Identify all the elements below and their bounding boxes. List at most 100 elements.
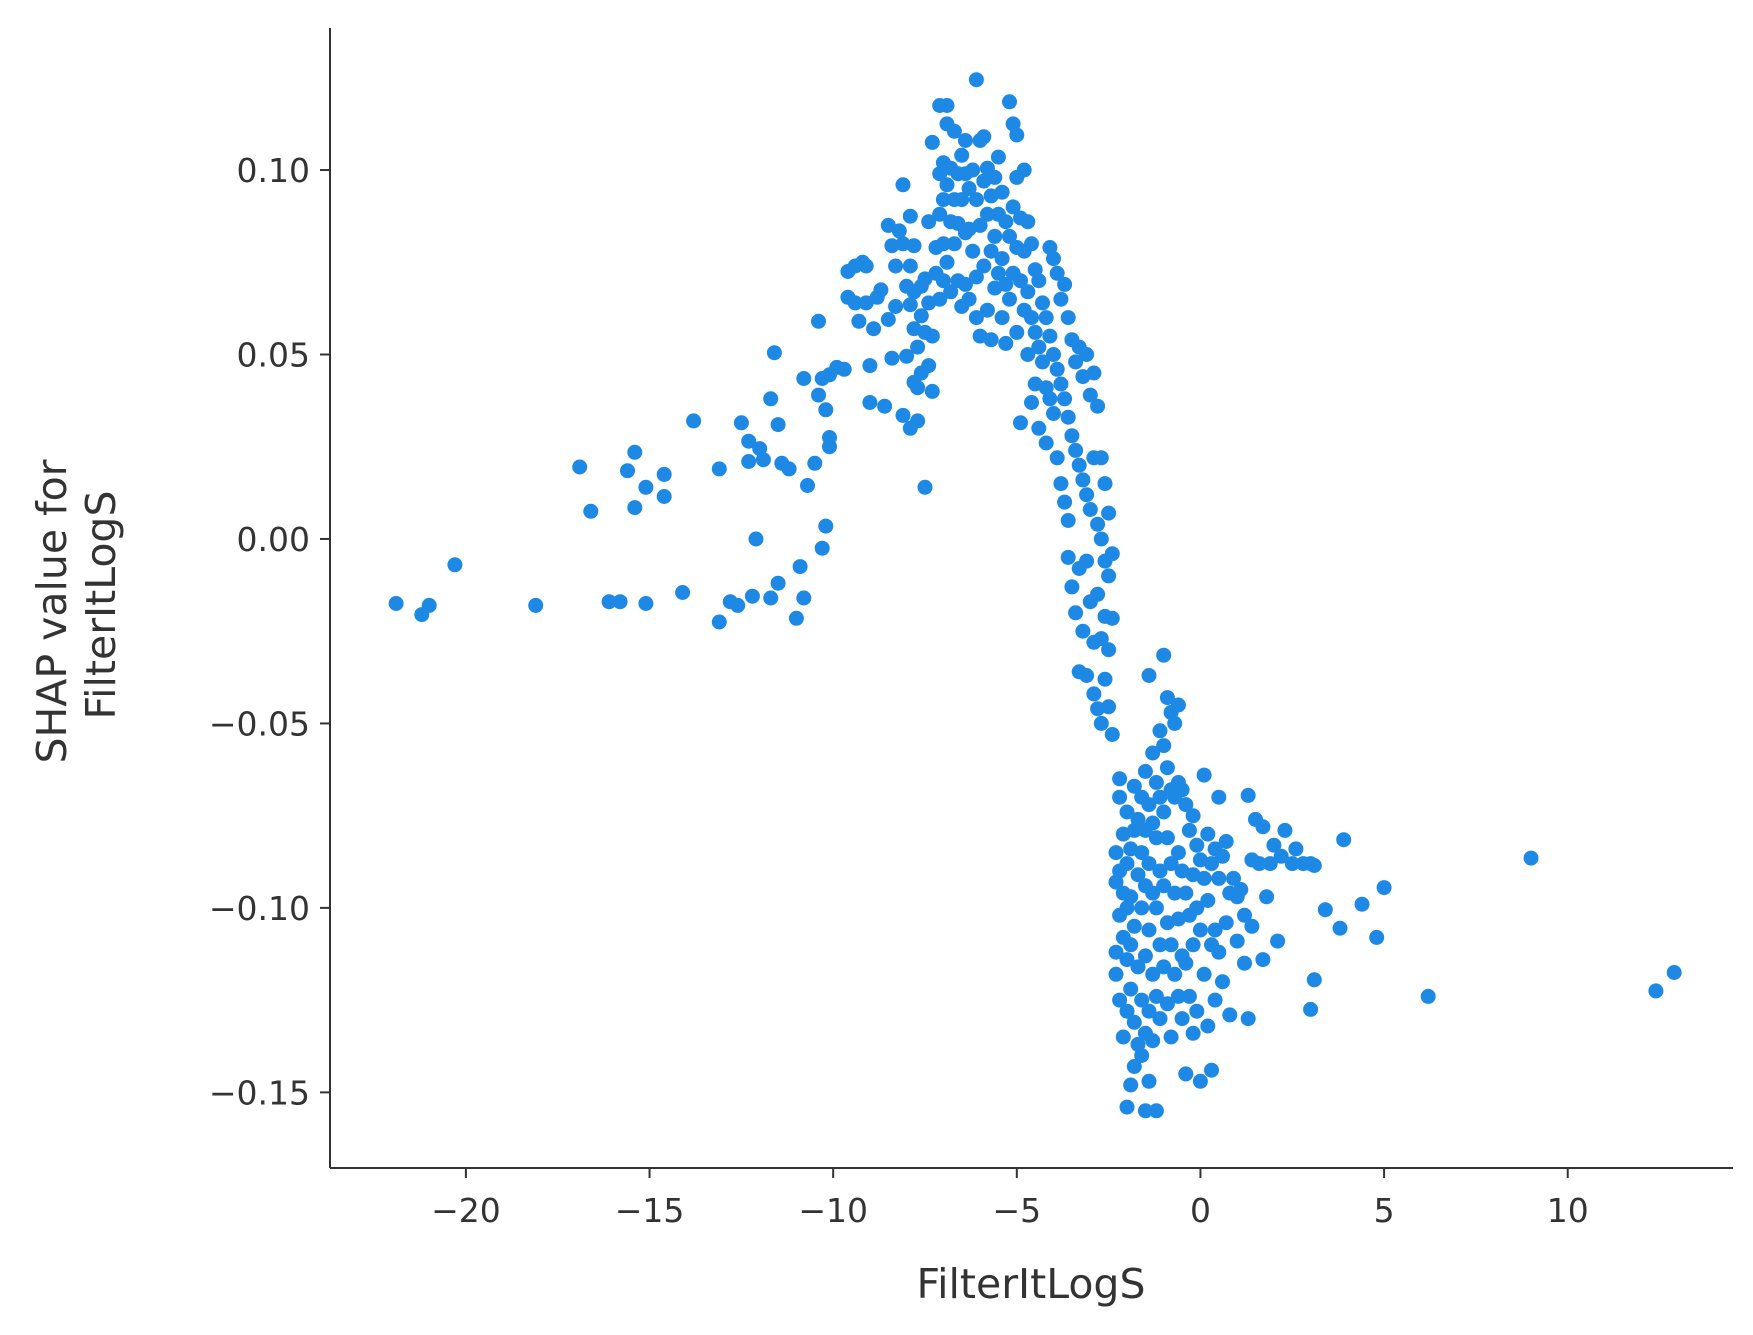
data-point: [1196, 767, 1212, 783]
data-point: [906, 238, 922, 254]
data-point: [1101, 568, 1117, 584]
data-point: [1145, 966, 1161, 982]
data-point: [1156, 647, 1172, 663]
data-point: [1097, 476, 1113, 492]
data-point: [983, 243, 999, 259]
data-point: [1101, 699, 1117, 715]
data-point: [1112, 992, 1128, 1008]
data-point: [811, 387, 826, 403]
data-point: [1200, 1018, 1216, 1034]
data-point: [1093, 450, 1109, 466]
data-point: [902, 258, 918, 274]
data-point: [976, 129, 992, 145]
data-point: [1035, 295, 1050, 311]
data-point: [656, 489, 672, 504]
data-point: [1049, 361, 1065, 377]
data-point: [939, 98, 955, 113]
data-point: [932, 206, 948, 222]
data-point: [1108, 966, 1124, 982]
data-point: [873, 282, 889, 298]
data-point: [788, 610, 804, 626]
data-point: [858, 258, 874, 274]
data-point: [1024, 395, 1039, 410]
data-point: [1137, 948, 1153, 964]
data-point: [1057, 494, 1073, 510]
data-point: [1211, 944, 1227, 960]
data-point: [1255, 952, 1271, 968]
data-point: [1211, 870, 1227, 886]
data-point: [1192, 1073, 1208, 1089]
data-point: [421, 597, 437, 613]
data-point: [1119, 1099, 1135, 1115]
data-point: [1244, 918, 1260, 934]
data-point: [968, 269, 984, 285]
x-tick-label: −10: [798, 1191, 868, 1230]
data-point: [921, 214, 937, 230]
data-point: [1152, 1011, 1168, 1027]
data-point: [1115, 1029, 1131, 1045]
data-point: [1192, 922, 1208, 938]
data-point: [1237, 907, 1252, 923]
data-point: [1079, 668, 1095, 683]
data-point: [1266, 837, 1282, 853]
data-point: [1163, 1029, 1179, 1045]
data-point: [877, 398, 893, 414]
data-point: [1259, 889, 1275, 905]
data-point: [895, 407, 911, 423]
data-point: [1306, 858, 1322, 873]
data-point: [895, 177, 911, 193]
data-point: [1196, 966, 1212, 982]
x-tick-label: 0: [1190, 1191, 1211, 1230]
data-point: [979, 206, 995, 222]
data-point: [1523, 850, 1539, 866]
data-point: [921, 358, 937, 374]
data-point: [862, 358, 878, 374]
data-point: [1123, 981, 1139, 997]
data-point: [1090, 586, 1106, 602]
data-point: [935, 236, 951, 252]
data-point: [620, 463, 635, 479]
data-point: [1141, 856, 1157, 872]
data-point: [1009, 127, 1025, 143]
data-point: [744, 588, 760, 604]
y-axis-ticks: 0.10 0.05 0.00 −0.05 −0.10 −0.15: [209, 151, 330, 1112]
data-point: [910, 339, 926, 355]
data-point: [1123, 889, 1139, 905]
data-point: [1148, 900, 1164, 916]
data-point: [1134, 1048, 1150, 1063]
data-point: [1211, 789, 1227, 805]
data-point: [1060, 310, 1076, 326]
data-point: [1134, 992, 1150, 1008]
data-point: [1046, 251, 1061, 267]
data-point: [1178, 797, 1194, 813]
data-point: [1200, 826, 1216, 842]
data-point: [1148, 775, 1164, 790]
data-point: [1009, 324, 1025, 340]
data-point: [1273, 848, 1289, 864]
data-point: [1167, 715, 1183, 731]
data-point: [1079, 553, 1095, 569]
data-point: [1204, 856, 1219, 872]
data-point: [998, 335, 1014, 351]
data-point: [1119, 856, 1135, 872]
data-point: [1152, 863, 1168, 879]
data-point: [1178, 885, 1194, 901]
data-point: [818, 402, 834, 418]
data-point: [741, 454, 757, 469]
data-point: [1240, 1011, 1256, 1027]
data-point: [957, 133, 973, 148]
data-point: [1137, 1103, 1153, 1119]
data-point: [976, 258, 992, 274]
data-point: [1354, 896, 1370, 912]
data-point: [1145, 815, 1161, 831]
data-point: [1101, 642, 1117, 658]
data-point: [1031, 420, 1047, 436]
data-point: [990, 149, 1006, 165]
data-point: [1167, 885, 1183, 901]
data-point: [1086, 365, 1102, 381]
data-point: [884, 350, 900, 366]
data-point: [1112, 771, 1128, 787]
data-point: [1262, 856, 1278, 872]
data-point: [1090, 398, 1106, 414]
y-axis-label-line-1: SHAP value for: [28, 459, 76, 763]
